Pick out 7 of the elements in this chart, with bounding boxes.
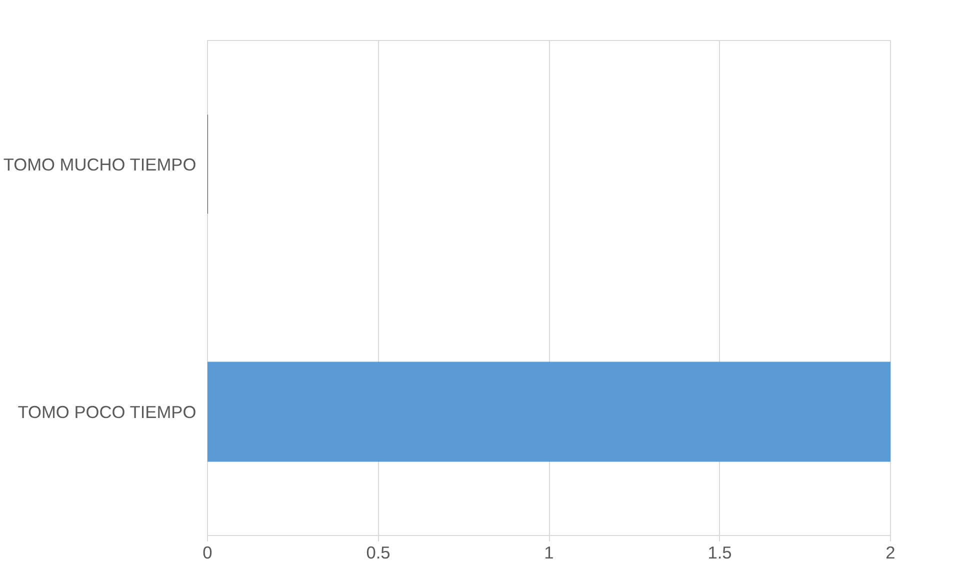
x-tick-label: 0 [202,542,212,562]
x-tick-label: 2 [886,542,896,562]
x-tick-label: 1.5 [708,542,732,562]
x-tick-label: 1 [544,542,554,562]
y-tick-label: TOMO POCO TIEMPO [18,402,196,422]
x-tick-label: 0.5 [366,542,390,562]
y-tick-label: TOMO MUCHO TIEMPO [3,154,196,174]
